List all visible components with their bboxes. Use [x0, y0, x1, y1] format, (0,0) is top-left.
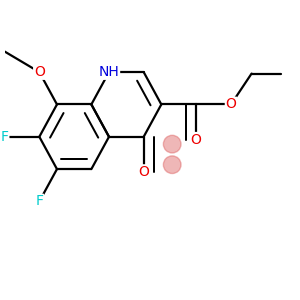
- Text: O: O: [190, 133, 201, 147]
- Circle shape: [164, 135, 181, 153]
- Text: F: F: [35, 194, 43, 208]
- Text: O: O: [34, 65, 45, 79]
- Text: O: O: [138, 165, 149, 179]
- Text: O: O: [226, 98, 236, 111]
- Circle shape: [164, 156, 181, 173]
- Text: F: F: [1, 130, 9, 144]
- Text: NH: NH: [99, 65, 119, 79]
